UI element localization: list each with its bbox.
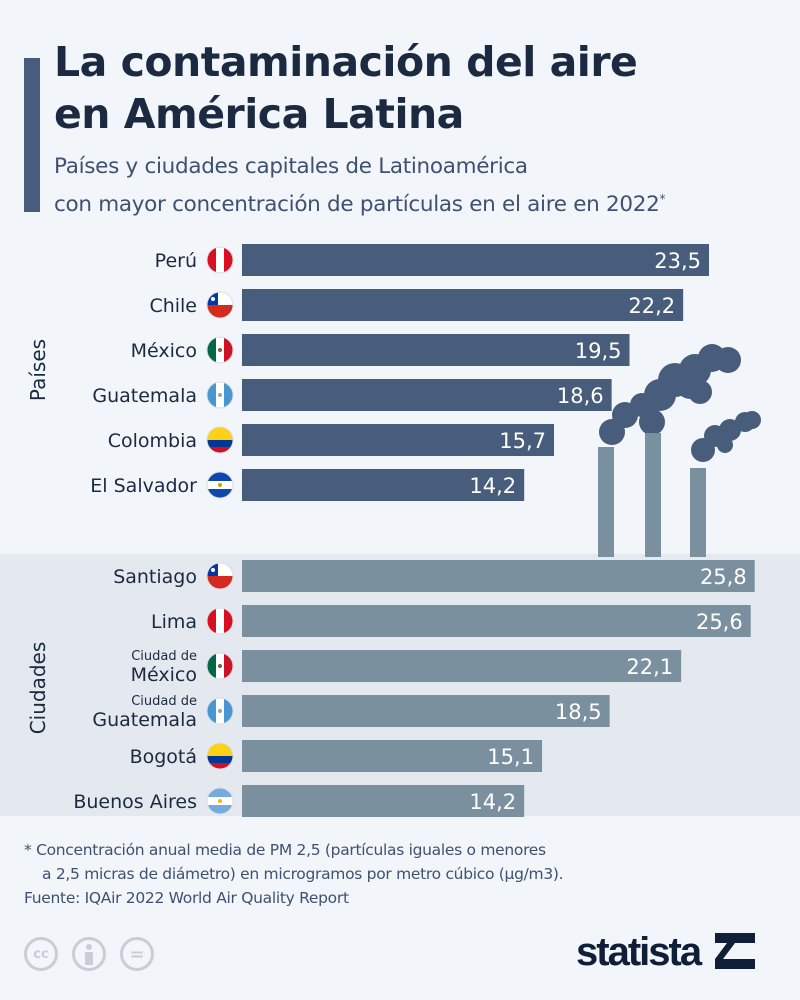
footnote-mark: * (659, 192, 666, 206)
category-label: México (131, 664, 197, 686)
category-label: Colombia (108, 430, 197, 452)
peru-flag-icon (206, 246, 234, 274)
footnote-line-2: a 2,5 micras de diámetro) en microgramos… (42, 865, 564, 883)
chile-flag-icon (206, 562, 234, 590)
city-row: 15,1 Bogotá (130, 740, 543, 772)
value-label: 14,2 (469, 790, 516, 814)
value-label: 23,5 (654, 249, 701, 273)
bar (242, 334, 630, 366)
bar (242, 650, 682, 682)
country-row: 23,5 Perú (155, 244, 709, 276)
category-prefix: Ciudad de (131, 649, 197, 664)
category-label: Bogotá (130, 746, 197, 768)
category-label: México (131, 340, 197, 362)
value-label: 25,8 (700, 565, 747, 589)
bar (242, 605, 751, 637)
value-label: 14,2 (469, 474, 516, 498)
subtitle-line-2: con mayor concentración de partículas en… (54, 192, 660, 218)
colombia-flag-icon (206, 426, 234, 454)
category-label: El Salvador (90, 475, 197, 497)
attribution-icon[interactable] (72, 937, 106, 971)
smoke-icon (599, 344, 761, 462)
peru-flag-icon (206, 607, 234, 635)
source: Fuente: IQAir 2022 World Air Quality Rep… (24, 889, 349, 907)
category-label: Lima (151, 611, 197, 633)
subtitle: Países y ciudades capitales de Latinoamé… (54, 150, 666, 221)
value-label: 25,6 (696, 610, 743, 634)
bar (242, 289, 684, 321)
value-label: 15,7 (499, 429, 546, 453)
value-label: 15,1 (487, 745, 534, 769)
bar (242, 785, 525, 817)
smokestacks-illustration (598, 344, 761, 557)
title-accent-bar (24, 58, 40, 212)
bar (242, 469, 525, 501)
country-row: 19,5 México (131, 334, 630, 366)
el-salvador-flag-icon (206, 471, 234, 499)
value-label: 19,5 (575, 339, 622, 363)
argentina-flag-icon (206, 787, 234, 815)
country-row: 15,7 Colombia (108, 424, 554, 456)
country-row: 18,6 Guatemala (92, 379, 612, 411)
city-row: 25,6 Lima (151, 605, 751, 637)
bar (242, 695, 610, 727)
country-row: 14,2 El Salvador (90, 469, 525, 501)
value-label: 22,2 (628, 294, 675, 318)
category-label: Buenos Aires (73, 791, 197, 813)
title-line-1: La contaminación del aire (54, 38, 638, 86)
category-label: Perú (155, 250, 197, 272)
country-row: 22,2 Chile (149, 289, 684, 321)
category-label: Chile (149, 295, 197, 317)
mexico-flag-icon (206, 652, 234, 680)
value-label: 18,5 (555, 700, 602, 724)
bar (242, 740, 543, 772)
bar (242, 379, 612, 411)
chile-flag-icon (206, 291, 234, 319)
bar (242, 560, 755, 592)
value-label: 22,1 (626, 655, 673, 679)
category-label: Santiago (113, 566, 197, 588)
chimney-icon (598, 433, 706, 557)
value-label: 18,6 (557, 384, 604, 408)
cc-icon[interactable]: cc (24, 937, 58, 971)
city-row: 25,8 Santiago (113, 560, 755, 592)
title-line-2: en América Latina (54, 90, 464, 138)
mexico-flag-icon (206, 336, 234, 364)
city-row: 14,2 Buenos Aires (73, 785, 525, 817)
guatemala-flag-icon (206, 697, 234, 725)
category-label: Guatemala (92, 385, 197, 407)
logo-text: statista (576, 930, 702, 974)
category-prefix: Ciudad de (131, 694, 197, 709)
category-label: Guatemala (92, 709, 197, 731)
page-title: La contaminación del aire en América Lat… (54, 36, 638, 140)
statista-logo-icon (715, 933, 756, 969)
bar (242, 424, 554, 456)
cities-section-background (0, 554, 800, 816)
colombia-flag-icon (206, 742, 234, 770)
no-derivatives-icon[interactable]: = (120, 937, 154, 971)
subtitle-line-1: Países y ciudades capitales de Latinoamé… (54, 154, 528, 179)
footnote-line-1: * Concentración anual media de PM 2,5 (p… (24, 841, 546, 859)
guatemala-flag-icon (206, 381, 234, 409)
bar (242, 244, 709, 276)
statista-logo[interactable]: statista (576, 930, 756, 975)
footnote: * Concentración anual media de PM 2,5 (p… (24, 838, 564, 886)
